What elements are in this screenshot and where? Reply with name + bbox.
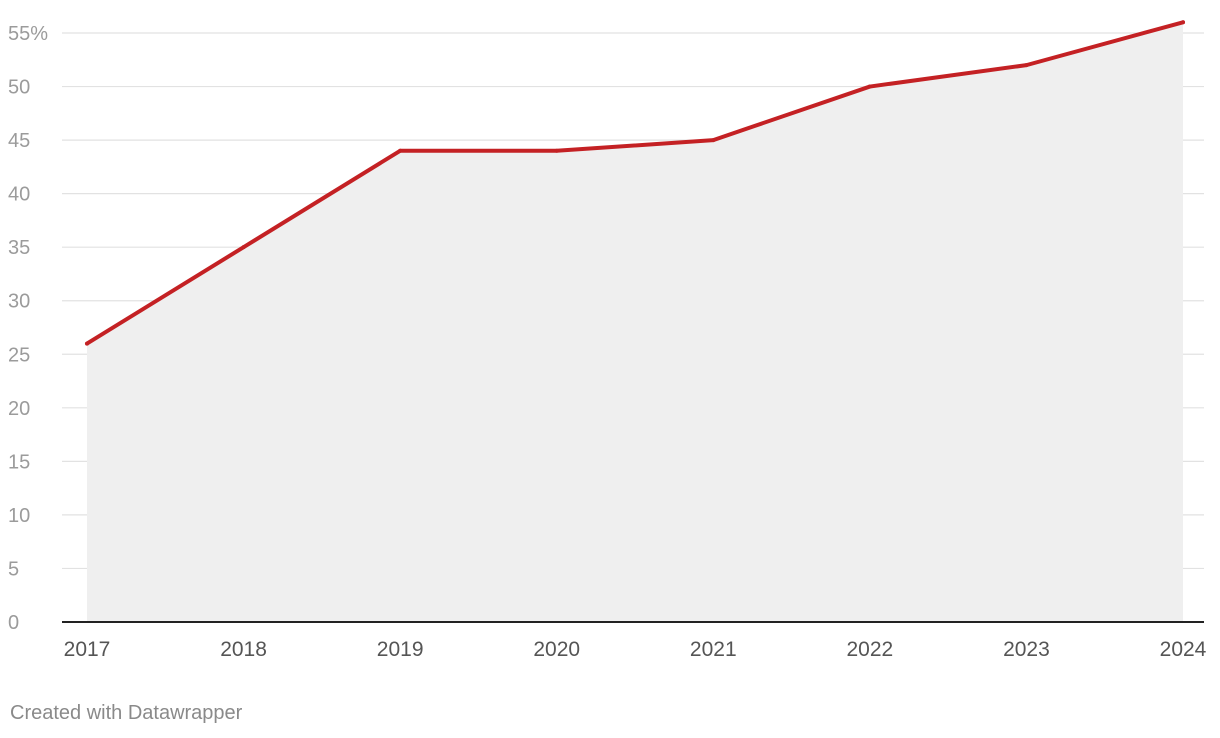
y-tick-label: 5 bbox=[8, 558, 19, 580]
data-point bbox=[1181, 20, 1185, 25]
y-tick-label: 50 bbox=[8, 77, 30, 99]
data-point bbox=[711, 138, 716, 143]
x-axis-tick-labels: 2017 2018 2019 2020 2021 2022 2023 2024 bbox=[64, 638, 1207, 661]
data-point bbox=[241, 245, 246, 250]
x-tick-label: 2022 bbox=[846, 638, 893, 661]
y-tick-label: 55% bbox=[8, 23, 48, 45]
area-fill-layer bbox=[87, 22, 1183, 623]
series-line bbox=[85, 20, 1185, 346]
y-tick-label: 25 bbox=[8, 344, 30, 366]
y-tick-label: 0 bbox=[8, 612, 19, 634]
y-tick-label: 35 bbox=[8, 237, 30, 259]
y-axis-tick-labels: 0 5 10 15 20 25 30 35 40 45 50 55% bbox=[8, 23, 48, 634]
data-point bbox=[398, 148, 403, 153]
y-tick-label: 10 bbox=[8, 505, 30, 527]
area-fill bbox=[87, 22, 1183, 623]
y-tick-label: 20 bbox=[8, 398, 30, 420]
data-point bbox=[554, 148, 559, 153]
data-point bbox=[1024, 63, 1029, 68]
line-chart: 0 5 10 15 20 25 30 35 40 45 50 55% 2017 2018 2019 2020… bbox=[8, 20, 1207, 661]
x-tick-label: 2021 bbox=[690, 638, 737, 661]
y-tick-label: 15 bbox=[8, 451, 30, 473]
datawrapper-credit[interactable]: Created with Datawrapper bbox=[10, 702, 243, 724]
data-point bbox=[85, 341, 89, 346]
x-tick-label: 2018 bbox=[220, 638, 267, 661]
x-tick-label: 2017 bbox=[64, 638, 111, 661]
x-tick-label: 2023 bbox=[1003, 638, 1050, 661]
y-tick-label: 30 bbox=[8, 291, 30, 313]
data-point bbox=[867, 84, 872, 89]
y-tick-label: 45 bbox=[8, 130, 30, 152]
series-line-layer bbox=[85, 20, 1185, 346]
x-tick-label: 2020 bbox=[533, 638, 580, 661]
x-tick-label: 2024 bbox=[1160, 638, 1207, 661]
y-tick-label: 40 bbox=[8, 184, 30, 206]
x-tick-label: 2019 bbox=[377, 638, 424, 661]
